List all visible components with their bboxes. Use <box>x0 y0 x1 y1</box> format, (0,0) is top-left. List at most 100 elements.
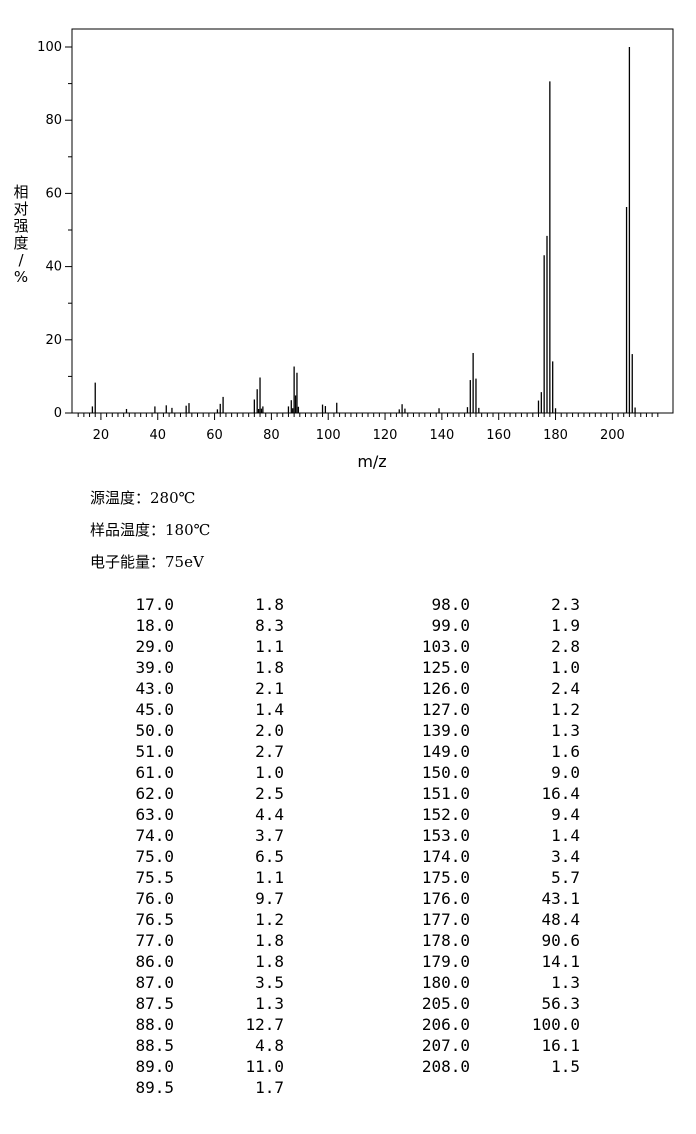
table-row: 51.0 2.7 <box>100 741 284 762</box>
mz-value: 62.0 <box>135 784 174 803</box>
intensity-value: 2.1 <box>255 679 284 698</box>
table-row: 153.0 1.4 <box>400 825 580 846</box>
table-row: 75.0 6.5 <box>100 846 284 867</box>
mz-value: 50.0 <box>135 721 174 740</box>
y-label-char: % <box>14 268 28 286</box>
mz-value: 74.0 <box>135 826 174 845</box>
mz-value: 63.0 <box>135 805 174 824</box>
table-row: 61.0 1.0 <box>100 762 284 783</box>
condition-label: 电子能量： <box>90 553 166 571</box>
table-row: 76.0 9.7 <box>100 888 284 909</box>
intensity-value: 2.0 <box>255 721 284 740</box>
intensity-value: 1.8 <box>255 595 284 614</box>
mz-value: 99.0 <box>431 616 470 635</box>
table-row: 103.0 2.8 <box>400 636 580 657</box>
intensity-value: 1.2 <box>551 700 580 719</box>
intensity-value: 16.4 <box>541 784 580 803</box>
mz-value: 89.5 <box>135 1078 174 1097</box>
intensity-value: 1.3 <box>255 994 284 1013</box>
y-tick-label: 80 <box>45 113 62 128</box>
mz-value: 139.0 <box>421 721 470 740</box>
mz-value: 88.0 <box>135 1015 174 1034</box>
y-tick-label: 0 <box>54 406 62 421</box>
intensity-value: 16.1 <box>541 1036 580 1055</box>
mz-value: 208.0 <box>421 1057 470 1076</box>
table-row: 87.5 1.3 <box>100 993 284 1014</box>
mz-value: 205.0 <box>421 994 470 1013</box>
intensity-value: 90.6 <box>541 931 580 950</box>
mz-value: 150.0 <box>421 763 470 782</box>
intensity-value: 1.0 <box>551 658 580 677</box>
y-axis: 0 20 40 60 80 100 <box>37 40 72 421</box>
intensity-value: 1.1 <box>255 868 284 887</box>
condition-value: 180℃ <box>165 521 211 539</box>
intensity-value: 43.1 <box>541 889 580 908</box>
table-row: 206.0 100.0 <box>400 1014 580 1035</box>
table-row: 43.0 2.1 <box>100 678 284 699</box>
table-row: 29.0 1.1 <box>100 636 284 657</box>
intensity-value: 1.1 <box>255 637 284 656</box>
table-row: 150.0 9.0 <box>400 762 580 783</box>
condition-label: 源温度： <box>90 489 151 507</box>
x-tick-label: 140 <box>429 428 454 443</box>
intensity-value: 2.8 <box>551 637 580 656</box>
x-axis: 20 40 60 80 100 120 140 160 180 200 <box>77 413 659 443</box>
mz-value: 178.0 <box>421 931 470 950</box>
intensity-value: 4.4 <box>255 805 284 824</box>
table-row: 99.0 1.9 <box>400 615 580 636</box>
intensity-value: 2.4 <box>551 679 580 698</box>
table-row: 17.0 1.8 <box>100 594 284 615</box>
intensity-value: 8.3 <box>255 616 284 635</box>
mz-value: 207.0 <box>421 1036 470 1055</box>
x-tick-label: 160 <box>486 428 511 443</box>
x-tick-label: 80 <box>263 428 280 443</box>
table-row: 174.0 3.4 <box>400 846 580 867</box>
peak-table-right: 98.0 2.3 99.0 1.9 103.0 2.8 125.0 1.0 126.0 2.4 12… <box>400 594 580 1077</box>
table-row: 76.5 1.2 <box>100 909 284 930</box>
intensity-value: 48.4 <box>541 910 580 929</box>
intensity-value: 1.2 <box>255 910 284 929</box>
table-row: 88.5 4.8 <box>100 1035 284 1056</box>
mz-value: 177.0 <box>421 910 470 929</box>
mz-value: 87.5 <box>135 994 174 1013</box>
intensity-value: 100.0 <box>531 1015 580 1034</box>
table-row: 152.0 9.4 <box>400 804 580 825</box>
intensity-value: 3.4 <box>551 847 580 866</box>
x-tick-label: 60 <box>206 428 223 443</box>
table-row: 63.0 4.4 <box>100 804 284 825</box>
intensity-value: 2.5 <box>255 784 284 803</box>
mz-value: 174.0 <box>421 847 470 866</box>
table-row: 151.0 16.4 <box>400 783 580 804</box>
table-row: 18.0 8.3 <box>100 615 284 636</box>
mz-value: 76.5 <box>135 910 174 929</box>
table-row: 75.5 1.1 <box>100 867 284 888</box>
table-row: 205.0 56.3 <box>400 993 580 1014</box>
mz-value: 98.0 <box>431 595 470 614</box>
intensity-value: 1.8 <box>255 931 284 950</box>
intensity-value: 1.0 <box>255 763 284 782</box>
table-row: 86.0 1.8 <box>100 951 284 972</box>
y-label-char: 度 <box>13 234 28 252</box>
mz-value: 61.0 <box>135 763 174 782</box>
mz-value: 89.0 <box>135 1057 174 1076</box>
y-tick-label: 100 <box>37 40 62 55</box>
y-label-char: 对 <box>13 200 28 218</box>
mz-value: 39.0 <box>135 658 174 677</box>
x-tick-label: 200 <box>600 428 625 443</box>
intensity-value: 1.4 <box>255 700 284 719</box>
mz-value: 180.0 <box>421 973 470 992</box>
mz-value: 88.5 <box>135 1036 174 1055</box>
mz-value: 206.0 <box>421 1015 470 1034</box>
intensity-value: 4.8 <box>255 1036 284 1055</box>
intensity-value: 1.5 <box>551 1057 580 1076</box>
mz-value: 29.0 <box>135 637 174 656</box>
mz-value: 127.0 <box>421 700 470 719</box>
table-row: 139.0 1.3 <box>400 720 580 741</box>
x-tick-label: 100 <box>316 428 341 443</box>
table-row: 127.0 1.2 <box>400 699 580 720</box>
mz-value: 17.0 <box>135 595 174 614</box>
intensity-value: 1.3 <box>551 721 580 740</box>
table-row: 179.0 14.1 <box>400 951 580 972</box>
mz-value: 149.0 <box>421 742 470 761</box>
table-row: 39.0 1.8 <box>100 657 284 678</box>
